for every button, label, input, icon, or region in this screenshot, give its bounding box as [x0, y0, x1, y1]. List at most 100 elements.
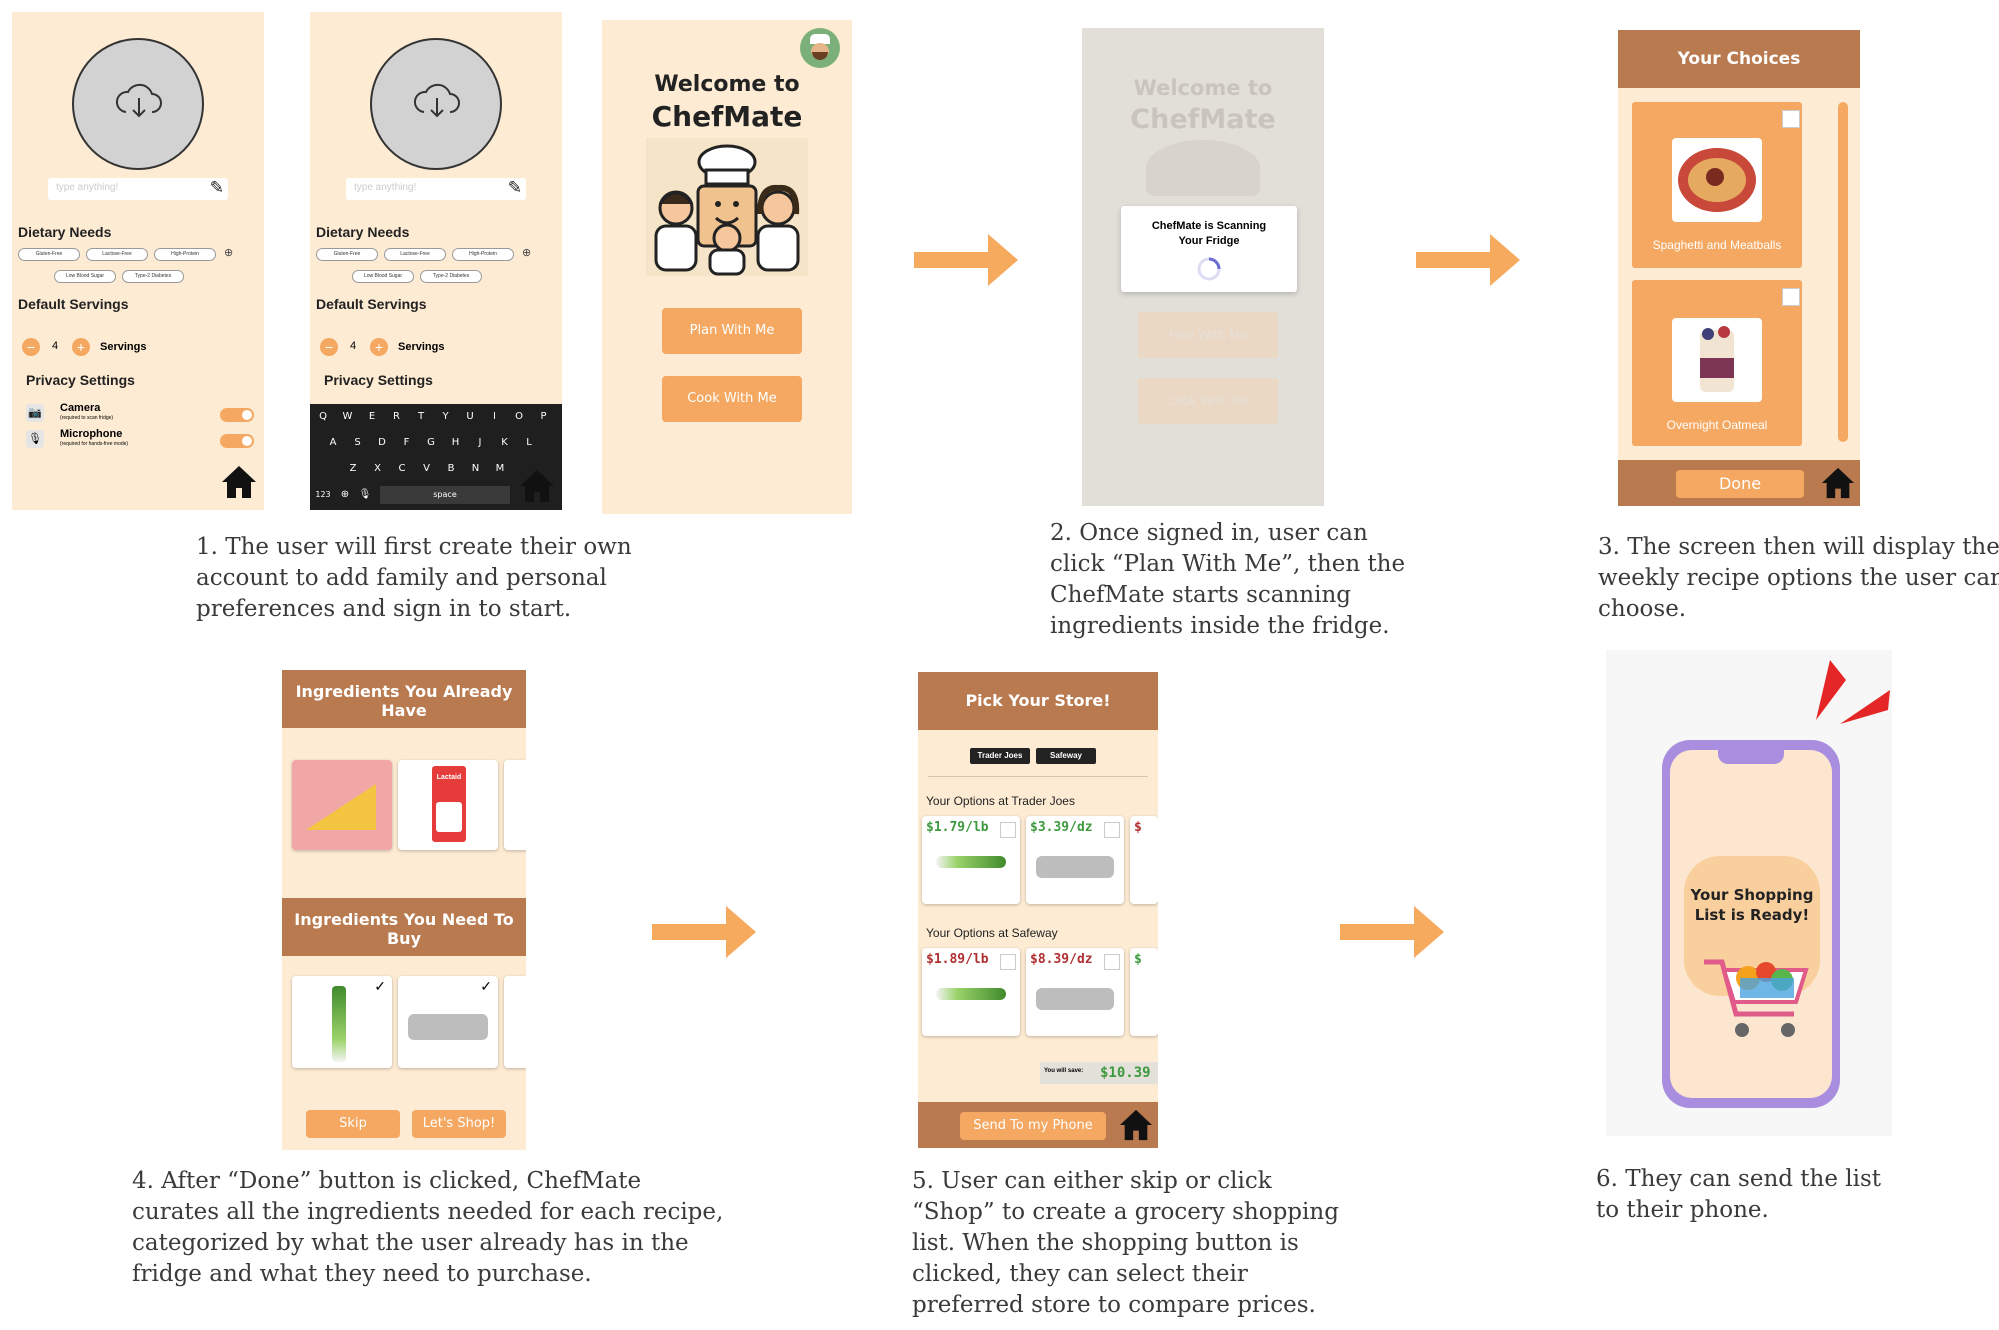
dietary-pill[interactable]: Lactose-Free — [86, 248, 148, 261]
price-card[interactable]: $8.39/dz — [1026, 948, 1124, 1036]
dietary-pill[interactable]: Gluten-Free — [18, 248, 80, 261]
price-card[interactable]: $1.79/lb — [922, 816, 1020, 904]
ingredient-card[interactable] — [504, 760, 526, 850]
home-icon[interactable] — [1118, 1108, 1154, 1142]
home-icon[interactable] — [518, 468, 556, 504]
pencil-icon[interactable]: ✎ — [507, 178, 522, 197]
key-l[interactable]: L — [526, 437, 532, 448]
price-checkbox[interactable] — [1000, 954, 1016, 970]
minus-button[interactable]: − — [320, 338, 338, 356]
done-button[interactable]: Done — [1676, 470, 1804, 498]
key-s[interactable]: S — [354, 437, 361, 448]
globe-icon[interactable]: ⊕ — [340, 489, 350, 500]
app-title: ChefMate — [651, 100, 803, 133]
ingredient-card[interactable]: Lactaid — [398, 760, 498, 850]
caption-line: to their phone. — [1596, 1197, 1769, 1223]
dietary-pill[interactable]: High-Protein — [154, 248, 216, 261]
recipe-name: Overnight Oatmeal — [1666, 418, 1768, 432]
privacy-title: Privacy Settings — [26, 372, 135, 388]
camera-toggle[interactable] — [220, 408, 254, 422]
dietary-pill[interactable]: Low Blood Sugar — [54, 270, 116, 283]
dietary-pill[interactable]: High-Protein — [452, 248, 514, 261]
key-y[interactable]: Y — [442, 411, 449, 422]
microphone-sublabel: (required for hands-free mode) — [60, 441, 129, 447]
arrow-right-icon — [1340, 906, 1444, 958]
dietary-pill[interactable]: Gluten-Free — [316, 248, 378, 261]
ingredient-card[interactable]: ✓ — [398, 976, 498, 1068]
lets-shop-button[interactable]: Let's Shop! — [412, 1110, 506, 1138]
key-h[interactable]: H — [451, 437, 460, 448]
key-z[interactable]: Z — [349, 463, 357, 474]
recipe-card[interactable]: Overnight Oatmeal — [1632, 280, 1802, 446]
avatar-upload[interactable] — [72, 38, 204, 170]
key-d[interactable]: D — [378, 437, 386, 448]
key-q[interactable]: Q — [319, 411, 327, 422]
key-f[interactable]: F — [403, 437, 410, 448]
plus-button[interactable]: + — [72, 338, 90, 356]
price-checkbox[interactable] — [1104, 954, 1120, 970]
price-card[interactable]: $1.89/lb — [922, 948, 1020, 1036]
minus-button[interactable]: − — [22, 338, 40, 356]
cloud-download-icon — [414, 83, 460, 118]
recipe-card[interactable]: Spaghetti and Meatballs — [1632, 102, 1802, 268]
key-r[interactable]: R — [393, 411, 400, 422]
key-j[interactable]: J — [478, 437, 482, 448]
ingredient-card[interactable] — [292, 760, 392, 850]
plus-button[interactable]: + — [370, 338, 388, 356]
key-e[interactable]: E — [368, 411, 376, 422]
price-card[interactable]: $3.39/dz — [1026, 816, 1124, 904]
key-k[interactable]: K — [501, 437, 508, 448]
dietary-pill[interactable]: Type-2 Diabetes — [420, 270, 482, 283]
cook-with-me-button[interactable]: Cook With Me — [662, 376, 802, 422]
plan-with-me-button[interactable]: Plan With Me — [662, 308, 802, 354]
pencil-icon[interactable]: ✎ — [209, 178, 224, 197]
recipe-checkbox[interactable] — [1782, 110, 1800, 128]
avatar-upload[interactable] — [370, 38, 502, 170]
key-a[interactable]: A — [329, 437, 337, 448]
add-icon[interactable]: ⊕ — [224, 247, 234, 259]
dietary-pill[interactable]: Low Blood Sugar — [352, 270, 414, 283]
key-t[interactable]: T — [417, 411, 425, 422]
recipe-checkbox[interactable] — [1782, 288, 1800, 306]
servings-title: Default Servings — [316, 296, 427, 312]
key-x[interactable]: X — [374, 463, 381, 474]
store-tab-safeway[interactable]: Safeway — [1036, 748, 1096, 764]
name-input[interactable]: type anything! ✎ — [48, 178, 228, 200]
price-card[interactable]: $ — [1130, 816, 1158, 904]
key-m[interactable]: M — [495, 463, 505, 474]
price-card[interactable]: $ — [1130, 948, 1158, 1036]
key-o[interactable]: O — [515, 411, 523, 422]
key-b[interactable]: B — [447, 463, 455, 474]
key-g[interactable]: G — [427, 437, 435, 448]
key-123[interactable]: 123 — [315, 490, 331, 499]
scrollbar[interactable] — [1838, 102, 1848, 442]
send-to-phone-button[interactable]: Send To my Phone — [960, 1112, 1106, 1140]
ingredient-card[interactable] — [504, 976, 526, 1068]
key-u[interactable]: U — [466, 411, 474, 422]
home-icon[interactable] — [1820, 466, 1856, 500]
store-tab-trader-joes[interactable]: Trader Joes — [970, 748, 1030, 764]
key-n[interactable]: N — [471, 463, 480, 474]
microphone-toggle[interactable] — [220, 434, 254, 448]
avatar[interactable] — [800, 28, 840, 68]
key-v[interactable]: V — [423, 463, 430, 474]
shopping-cart-icon — [1704, 959, 1809, 1037]
add-icon[interactable]: ⊕ — [522, 247, 532, 259]
caption-line: preferences and sign in to start. — [196, 596, 572, 622]
price-checkbox[interactable] — [1000, 822, 1016, 838]
key-i[interactable]: I — [493, 411, 496, 422]
space-key[interactable]: space — [380, 486, 510, 504]
skip-button[interactable]: Skip — [306, 1110, 400, 1138]
dietary-pill[interactable]: Type-2 Diabetes — [122, 270, 184, 283]
ingredient-card[interactable]: ✓ — [292, 976, 392, 1068]
phone-screen: Your Shopping List is Ready! — [1670, 750, 1832, 1098]
caption-line: clicked, they can select their — [912, 1261, 1248, 1287]
price-checkbox[interactable] — [1104, 822, 1120, 838]
key-p[interactable]: P — [540, 411, 547, 422]
mic-key-icon[interactable]: 🎙 — [358, 489, 372, 500]
name-input[interactable]: type anything! ✎ — [346, 178, 526, 200]
dietary-pill[interactable]: Lactose-Free — [384, 248, 446, 261]
key-w[interactable]: W — [342, 411, 353, 422]
key-c[interactable]: C — [398, 463, 406, 474]
home-icon[interactable] — [220, 464, 258, 500]
